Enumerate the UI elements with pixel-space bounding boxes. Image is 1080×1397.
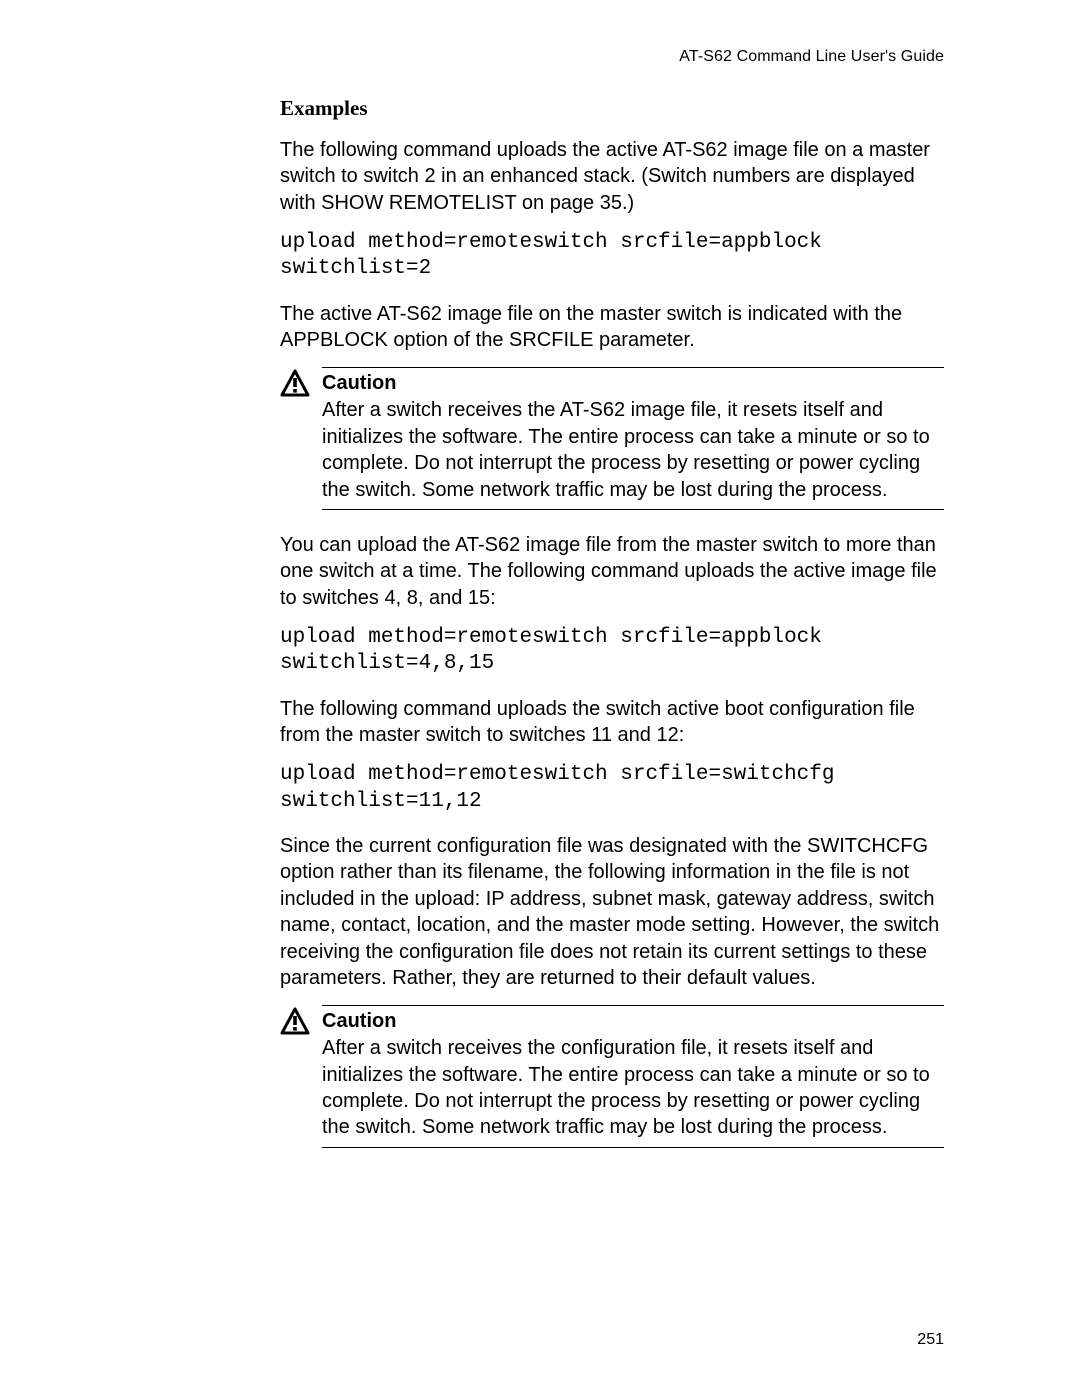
paragraph-2: The active AT-S62 image file on the mast… [280, 301, 944, 354]
caution-block-2: Caution After a switch receives the conf… [280, 1005, 944, 1148]
caution-icon [280, 367, 322, 402]
caution-icon [280, 1005, 322, 1040]
section-heading-examples: Examples [280, 96, 944, 121]
caution-2-body: After a switch receives the configuratio… [322, 1035, 944, 1141]
caution-block-1: Caution After a switch receives the AT-S… [280, 367, 944, 510]
page-number: 251 [917, 1331, 944, 1349]
document-page: AT-S62 Command Line User's Guide Example… [0, 0, 1080, 1397]
code-block-2: upload method=remoteswitch srcfile=appbl… [280, 625, 944, 678]
caution-1-body: After a switch receives the AT-S62 image… [322, 397, 944, 503]
caution-2-title: Caution [322, 1010, 944, 1033]
code-block-1: upload method=remoteswitch srcfile=appbl… [280, 230, 944, 283]
running-header: AT-S62 Command Line User's Guide [280, 48, 944, 66]
paragraph-4: The following command uploads the switch… [280, 696, 944, 749]
paragraph-3: You can upload the AT-S62 image file fro… [280, 532, 944, 611]
paragraph-5: Since the current configuration file was… [280, 833, 944, 991]
caution-1-title: Caution [322, 372, 944, 395]
paragraph-1: The following command uploads the active… [280, 137, 944, 216]
code-block-3: upload method=remoteswitch srcfile=switc… [280, 762, 944, 815]
